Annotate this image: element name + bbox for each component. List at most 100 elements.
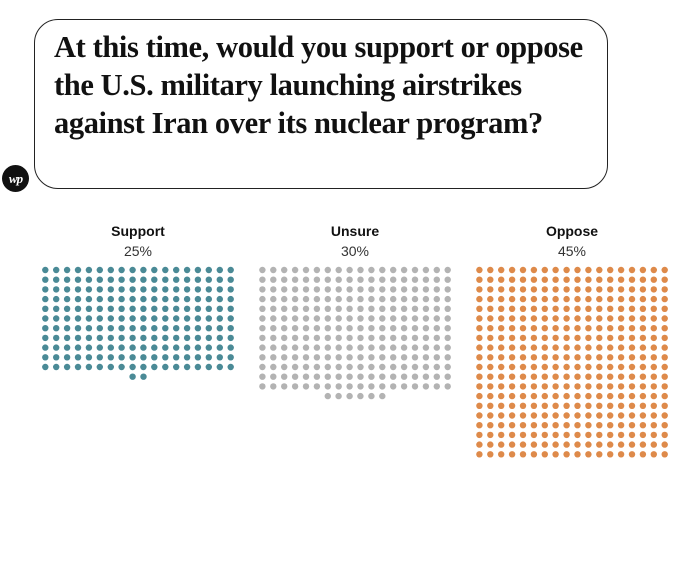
dot <box>487 334 494 342</box>
dot <box>444 276 451 283</box>
dot <box>563 344 570 351</box>
dot <box>357 295 364 303</box>
dot <box>596 286 603 293</box>
dot <box>270 315 277 322</box>
dot <box>607 402 614 409</box>
dot <box>444 305 451 312</box>
dot <box>411 276 419 283</box>
dot <box>444 334 451 342</box>
dot <box>422 344 430 351</box>
dot <box>617 286 625 293</box>
dot <box>661 363 668 371</box>
dot <box>639 431 647 439</box>
dot <box>628 441 636 448</box>
dot <box>650 315 657 322</box>
dot <box>205 276 212 283</box>
dot <box>270 286 277 293</box>
dot <box>74 295 82 303</box>
dot <box>617 412 625 419</box>
dot <box>357 334 364 342</box>
dot <box>63 334 71 342</box>
dot <box>259 315 266 322</box>
dot <box>96 315 104 322</box>
dot <box>205 344 212 351</box>
dot <box>205 334 212 342</box>
dot <box>596 305 603 312</box>
dot <box>151 295 158 303</box>
dot <box>411 266 419 274</box>
dot <box>617 315 625 322</box>
dot <box>508 422 516 429</box>
dot <box>162 334 169 342</box>
dot <box>291 286 299 293</box>
dot <box>639 402 647 409</box>
dot <box>411 325 419 332</box>
dot <box>281 325 288 332</box>
dot <box>563 354 570 361</box>
dot <box>118 325 125 332</box>
dot <box>411 315 419 322</box>
dot <box>335 373 342 380</box>
dot <box>585 431 592 439</box>
dot <box>74 325 82 332</box>
dot <box>173 354 180 361</box>
dot <box>519 383 527 390</box>
dot <box>302 373 310 380</box>
dot <box>476 286 483 293</box>
dot <box>444 325 451 332</box>
dot <box>650 441 657 448</box>
dot <box>617 402 625 409</box>
dot <box>563 276 570 283</box>
dot <box>617 295 625 303</box>
dot <box>162 344 169 351</box>
dot <box>53 276 60 283</box>
dot <box>617 383 625 390</box>
dot <box>205 305 212 312</box>
dot <box>270 373 277 380</box>
dot <box>302 305 310 312</box>
dot <box>313 325 321 332</box>
dot <box>183 266 191 274</box>
dot <box>585 383 592 390</box>
dot <box>216 286 223 293</box>
dot <box>617 441 625 448</box>
dot <box>422 315 430 322</box>
dot <box>53 315 60 322</box>
dot <box>508 276 516 283</box>
dot <box>574 344 581 351</box>
dot <box>151 363 158 371</box>
dot <box>607 422 614 429</box>
dot <box>129 344 136 351</box>
dot <box>552 441 559 448</box>
dot-group-support <box>42 266 234 380</box>
dot <box>324 315 331 322</box>
category-label-unsure: Unsure <box>330 223 380 239</box>
dot <box>259 305 266 312</box>
dot <box>519 266 527 274</box>
dot <box>563 451 570 458</box>
dot <box>194 344 202 351</box>
dot <box>162 305 169 312</box>
dot <box>118 334 125 342</box>
dot <box>476 354 483 361</box>
dot <box>85 286 93 293</box>
dot <box>607 451 614 458</box>
dot <box>650 402 657 409</box>
dot <box>227 363 234 371</box>
dot <box>607 412 614 419</box>
dot <box>368 305 375 312</box>
dot <box>74 363 82 371</box>
dot <box>552 266 559 274</box>
dot <box>259 325 266 332</box>
dot <box>96 334 104 342</box>
dot <box>661 315 668 322</box>
dot <box>541 373 548 380</box>
dot <box>444 266 451 274</box>
dot <box>368 286 375 293</box>
dot <box>162 315 169 322</box>
dot <box>661 412 668 419</box>
dot <box>162 266 169 274</box>
dot <box>541 266 548 274</box>
dot <box>574 431 581 439</box>
dot <box>617 305 625 312</box>
